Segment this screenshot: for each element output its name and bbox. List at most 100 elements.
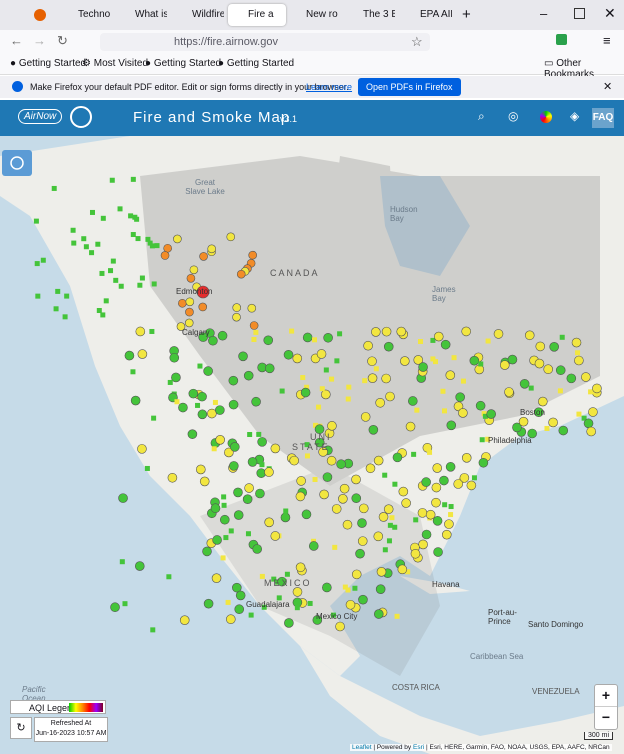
aqi-marker[interactable] <box>382 547 388 553</box>
aqi-marker[interactable] <box>322 582 332 593</box>
aqi-marker[interactable] <box>245 531 251 537</box>
aqi-marker[interactable] <box>188 388 199 399</box>
aqi-marker[interactable] <box>405 421 416 432</box>
aqi-marker[interactable] <box>130 395 141 406</box>
aqi-marker[interactable] <box>247 457 258 467</box>
aqi-marker[interactable] <box>575 350 581 356</box>
aqi-marker[interactable] <box>130 369 136 375</box>
aqi-marker[interactable] <box>518 416 529 427</box>
aqi-marker[interactable] <box>234 604 245 615</box>
aqi-marker[interactable] <box>55 288 61 294</box>
aqi-marker[interactable] <box>203 598 214 609</box>
aqi-marker[interactable] <box>145 236 151 242</box>
aqi-marker[interactable] <box>392 481 398 487</box>
aqi-marker[interactable] <box>118 493 128 503</box>
aqi-marker[interactable] <box>276 595 282 601</box>
aqi-marker[interactable] <box>397 564 408 575</box>
aqi-marker[interactable] <box>394 613 400 619</box>
aqi-marker[interactable] <box>150 627 156 633</box>
aqi-marker[interactable] <box>160 251 170 260</box>
aqi-marker[interactable] <box>314 437 325 448</box>
aqi-marker[interactable] <box>171 372 181 383</box>
aqi-marker[interactable] <box>338 494 348 504</box>
aqi-marker[interactable] <box>174 399 180 405</box>
aqi-marker[interactable] <box>137 349 148 359</box>
aqi-marker[interactable] <box>352 585 358 591</box>
aqi-marker[interactable] <box>215 405 225 415</box>
aqi-marker[interactable] <box>89 209 95 215</box>
aqi-marker[interactable] <box>358 503 369 514</box>
aqi-marker[interactable] <box>321 389 331 400</box>
tab[interactable]: Fire a <box>228 4 286 26</box>
aqi-marker[interactable] <box>448 504 454 510</box>
aqi-marker[interactable] <box>549 342 559 352</box>
aqi-marker[interactable] <box>198 332 208 342</box>
close[interactable]: ✕ <box>604 5 616 21</box>
open-pdf-button[interactable]: Open PDFs in Firefox <box>358 78 461 96</box>
aqi-marker[interactable] <box>264 467 274 477</box>
aqi-marker[interactable] <box>302 332 313 343</box>
aqi-marker[interactable] <box>382 472 388 478</box>
aqi-marker[interactable] <box>178 298 187 308</box>
aqi-marker[interactable] <box>337 331 343 337</box>
aqi-marker[interactable] <box>277 576 287 587</box>
aqi-marker[interactable] <box>538 396 548 407</box>
aqi-marker[interactable] <box>440 388 446 394</box>
bookmark[interactable]: ▭ Other Bookmarks <box>544 58 595 80</box>
aqi-marker[interactable] <box>360 412 371 422</box>
aqi-marker[interactable] <box>301 509 312 520</box>
aqi-marker[interactable] <box>588 407 598 417</box>
aqi-marker[interactable] <box>295 562 306 573</box>
aqi-marker[interactable] <box>34 261 40 267</box>
aqi-marker[interactable] <box>375 584 386 594</box>
aqi-marker[interactable] <box>117 206 123 212</box>
aqi-marker[interactable] <box>433 331 444 342</box>
aqi-marker[interactable] <box>40 257 46 263</box>
aqi-marker[interactable] <box>53 306 59 312</box>
aqi-marker[interactable] <box>383 504 394 514</box>
aqi-marker[interactable] <box>198 302 208 312</box>
aqi-marker[interactable] <box>134 561 145 571</box>
aqi-marker[interactable] <box>134 216 140 222</box>
tab[interactable]: EPA AIR <box>420 9 452 20</box>
forward[interactable]: → <box>33 33 46 48</box>
aqi-marker[interactable] <box>228 399 239 410</box>
aqi-marker[interactable] <box>220 555 226 561</box>
aqi-marker[interactable] <box>345 396 351 402</box>
aqi-marker[interactable] <box>581 372 591 382</box>
aqi-marker[interactable] <box>178 402 188 413</box>
aqi-marker[interactable] <box>223 535 229 541</box>
aqi-marker[interactable] <box>499 360 510 370</box>
aqi-marker[interactable] <box>89 250 95 256</box>
learn-more[interactable]: Learn more <box>306 82 353 92</box>
aqi-marker[interactable] <box>367 373 378 383</box>
aqi-marker[interactable] <box>249 321 259 330</box>
aqi-marker[interactable] <box>304 384 310 390</box>
aqi-marker[interactable] <box>455 392 465 402</box>
aqi-marker[interactable] <box>444 519 454 529</box>
aqi-marker[interactable] <box>383 341 394 352</box>
aqi-marker[interactable] <box>479 437 485 443</box>
aqi-marker[interactable] <box>230 442 240 452</box>
aqi-marker[interactable] <box>284 571 290 577</box>
aqi-marker[interactable] <box>481 411 487 417</box>
aqi-marker[interactable] <box>475 400 486 411</box>
aqi-marker[interactable] <box>225 599 231 605</box>
aqi-marker[interactable] <box>336 459 346 470</box>
aqi-marker[interactable] <box>99 270 105 276</box>
aqi-marker[interactable] <box>396 326 407 337</box>
tab[interactable]: New rou <box>306 9 338 20</box>
aqi-marker[interactable] <box>392 524 398 530</box>
aqi-marker[interactable] <box>453 401 464 412</box>
tab[interactable]: What is <box>135 9 167 20</box>
aqi-marker[interactable] <box>199 252 208 261</box>
aqi-marker[interactable] <box>292 587 303 597</box>
menu[interactable]: ≡ <box>603 33 611 48</box>
aqi-marker[interactable] <box>478 361 484 367</box>
aqi-marker[interactable] <box>64 293 70 299</box>
aqi-marker[interactable] <box>137 444 147 454</box>
aqi-marker[interactable] <box>233 510 244 520</box>
aqi-marker[interactable] <box>375 397 385 408</box>
aqi-marker[interactable] <box>432 463 443 473</box>
aqi-marker[interactable] <box>544 425 550 431</box>
